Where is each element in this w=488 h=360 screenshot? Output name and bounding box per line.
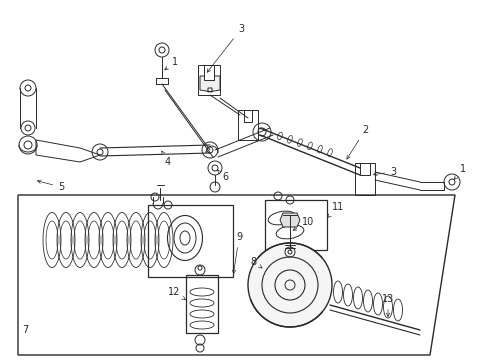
Text: 2: 2 <box>346 125 367 159</box>
Text: 5: 5 <box>38 180 64 192</box>
Text: 1: 1 <box>164 57 178 70</box>
Text: 3: 3 <box>207 24 244 72</box>
Text: 7: 7 <box>22 325 28 335</box>
Polygon shape <box>244 110 251 122</box>
Text: 12: 12 <box>168 287 185 300</box>
Text: 10: 10 <box>292 217 314 230</box>
Circle shape <box>247 243 331 327</box>
Text: 3: 3 <box>373 167 395 177</box>
Polygon shape <box>280 213 299 227</box>
Text: 6: 6 <box>217 170 228 182</box>
Polygon shape <box>359 163 369 175</box>
Text: 8: 8 <box>249 257 262 268</box>
Polygon shape <box>200 68 220 92</box>
Bar <box>185 275 218 333</box>
Polygon shape <box>203 65 214 80</box>
Text: 1: 1 <box>453 164 465 179</box>
Bar <box>264 200 326 250</box>
Bar <box>148 205 232 277</box>
Text: 9: 9 <box>232 232 242 274</box>
Text: 4: 4 <box>162 151 171 167</box>
Text: 13: 13 <box>381 294 393 316</box>
Text: 11: 11 <box>327 202 344 217</box>
